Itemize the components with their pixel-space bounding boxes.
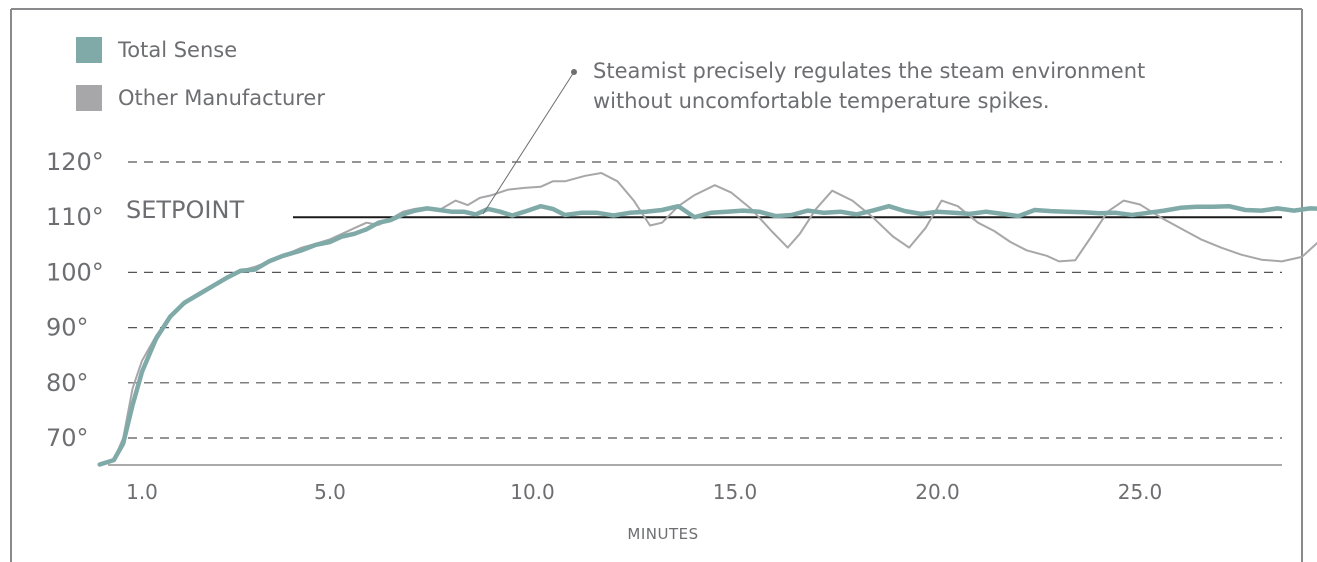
y-tick-label: 70° [46,424,89,452]
x-tick-label: 25.0 [1118,480,1163,504]
series-group [97,172,1317,467]
y-tick-label: 90° [46,314,89,342]
y-tick-label: 120° [46,148,104,176]
legend-label-total-sense: Total Sense [118,38,238,62]
x-tick-label: 20.0 [915,480,960,504]
annotation-dot [571,69,577,75]
y-axis-ticks: 70° 80° 90° 100° 110° 120° [46,148,104,452]
x-axis-ticks: 1.05.010.015.020.025.030.0 [126,480,1163,504]
setpoint-label: SETPOINT [126,196,244,224]
x-tick-label: 10.0 [510,480,555,504]
x-axis-label: MINUTES [627,525,698,543]
annotation-line-1: Steamist precisely regulates the steam e… [593,59,1146,83]
legend-label-other-manufacturer: Other Manufacturer [118,86,325,110]
annotation-leader-line [482,71,575,215]
y-tick-label: 110° [46,203,104,231]
annotation-line-2: without uncomfortable temperature spikes… [593,89,1050,113]
annotation-text: Steamist precisely regulates the steam e… [593,56,1145,116]
y-tick-label: 100° [46,258,104,286]
y-tick-label: 80° [46,369,89,397]
x-tick-label: 5.0 [314,480,346,504]
x-tick-label: 1.0 [126,480,158,504]
gridlines [128,161,1282,439]
series-line-total-sense [97,203,1317,467]
legend-item-total-sense: Total Sense [76,35,237,65]
legend-swatch-other-manufacturer [76,85,102,111]
x-tick-label: 15.0 [713,480,758,504]
legend-swatch-total-sense [76,37,102,63]
legend-item-other-manufacturer: Other Manufacturer [76,83,325,113]
